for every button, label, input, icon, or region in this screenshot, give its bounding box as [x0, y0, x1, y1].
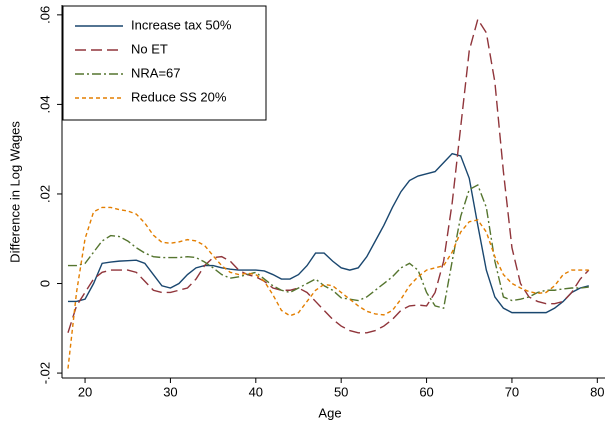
x-tick-label: 40: [249, 384, 263, 399]
x-tick-label: 50: [334, 384, 348, 399]
legend-label: No ET: [131, 41, 168, 56]
x-axis-title: Age: [318, 405, 341, 420]
series-line: [67, 17, 590, 334]
legend-box: [62, 5, 267, 121]
x-tick-label: 20: [78, 384, 92, 399]
y-tick-label: .04: [37, 95, 52, 113]
x-tick-label: 80: [590, 384, 604, 399]
x-tick-label: 60: [419, 384, 433, 399]
x-tick-label: 30: [163, 384, 177, 399]
x-tick-label: 70: [505, 384, 519, 399]
legend-label: NRA=67: [131, 65, 181, 80]
y-tick-label: -.02: [37, 362, 52, 384]
y-tick-label: .06: [37, 6, 52, 24]
series-line: [67, 152, 589, 314]
y-tick-label: 0: [37, 280, 52, 287]
series-line: [67, 206, 589, 369]
legend-label: Reduce SS 20%: [131, 89, 227, 104]
y-tick-label: .02: [37, 185, 52, 203]
legend-label: Increase tax 50%: [131, 17, 232, 32]
y-axis-title: Difference in Log Wages: [7, 121, 22, 263]
series-line: [67, 184, 589, 310]
legend: Increase tax 50% No ET NRA=67 Reduce SS 20%: [62, 5, 267, 121]
